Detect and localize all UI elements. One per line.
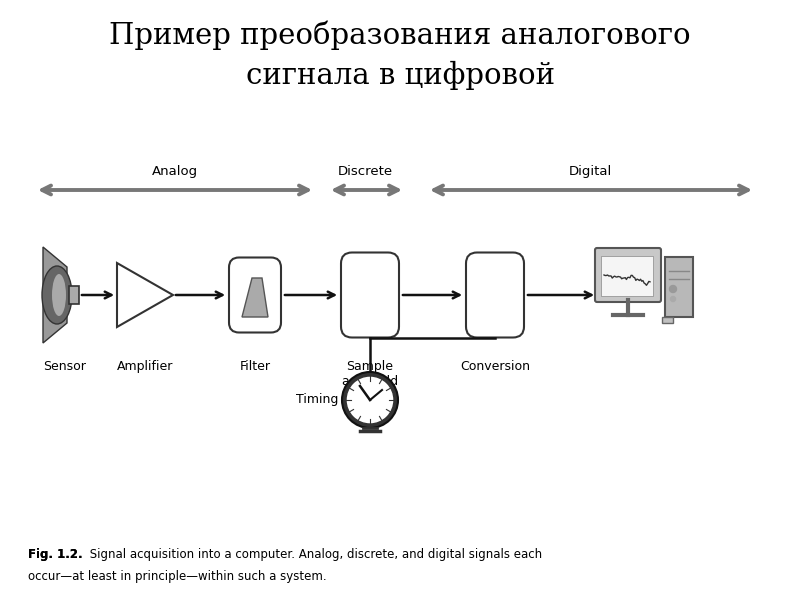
Ellipse shape — [42, 266, 72, 324]
Text: Sample
and Hold: Sample and Hold — [342, 360, 398, 388]
Polygon shape — [117, 263, 173, 327]
Text: Filter: Filter — [239, 360, 270, 373]
Bar — [69, 286, 79, 304]
Bar — [665, 257, 693, 317]
Text: Fig. 1.2.: Fig. 1.2. — [28, 548, 82, 561]
Text: Discrete: Discrete — [338, 165, 393, 178]
Text: occur—at least in principle—within such a system.: occur—at least in principle—within such … — [28, 570, 326, 583]
FancyBboxPatch shape — [595, 248, 661, 302]
Text: сигнала в цифровой: сигнала в цифровой — [246, 61, 554, 89]
Text: Digital: Digital — [568, 165, 612, 178]
Text: Amplifier: Amplifier — [117, 360, 173, 373]
FancyBboxPatch shape — [229, 257, 281, 332]
Text: Analog: Analog — [152, 165, 198, 178]
Circle shape — [670, 296, 675, 301]
Polygon shape — [242, 278, 268, 317]
Polygon shape — [662, 317, 673, 323]
Text: Пример преобразования аналогового: Пример преобразования аналогового — [109, 20, 691, 50]
Circle shape — [346, 376, 394, 424]
Ellipse shape — [52, 274, 66, 316]
Text: Signal acquisition into a computer. Analog, discrete, and digital signals each: Signal acquisition into a computer. Anal… — [86, 548, 542, 561]
FancyBboxPatch shape — [466, 253, 524, 337]
Circle shape — [670, 286, 677, 292]
Circle shape — [342, 372, 398, 428]
FancyBboxPatch shape — [341, 253, 399, 337]
Polygon shape — [43, 247, 67, 343]
Text: Sensor: Sensor — [43, 360, 86, 373]
Text: Fig. 1.2.: Fig. 1.2. — [28, 548, 82, 561]
Bar — [601, 256, 653, 296]
Text: Conversion: Conversion — [460, 360, 530, 373]
Text: Timing: Timing — [296, 394, 338, 407]
